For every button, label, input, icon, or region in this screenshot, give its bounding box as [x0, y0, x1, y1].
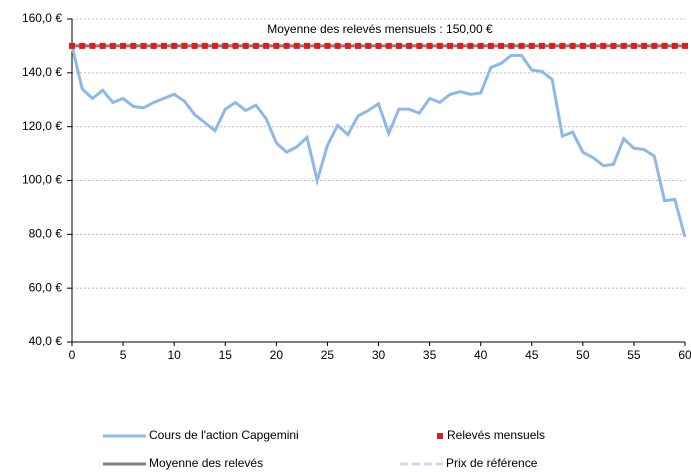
- legend-label: Moyenne des relevés: [149, 456, 263, 470]
- marker: [314, 42, 321, 49]
- x-tick-label: 40: [474, 348, 488, 362]
- marker: [344, 42, 351, 49]
- marker: [528, 42, 535, 49]
- marker: [283, 42, 290, 49]
- marker: [242, 42, 249, 49]
- marker: [426, 42, 433, 49]
- marker: [263, 42, 270, 49]
- x-tick-label: 0: [69, 348, 76, 362]
- marker: [201, 42, 208, 49]
- marker: [160, 42, 167, 49]
- marker: [549, 42, 556, 49]
- x-tick-label: 10: [167, 348, 181, 362]
- y-tick-label: 40,0 €: [29, 334, 63, 348]
- marker: [508, 42, 515, 49]
- marker: [69, 42, 75, 49]
- x-tick-label: 15: [219, 348, 233, 362]
- marker: [212, 42, 219, 49]
- marker: [559, 42, 566, 49]
- x-tick-label: 25: [321, 348, 335, 362]
- legend-marker: [437, 433, 443, 439]
- marker: [416, 42, 423, 49]
- marker: [569, 42, 576, 49]
- x-tick-label: 5: [120, 348, 127, 362]
- marker: [579, 42, 586, 49]
- marker: [477, 42, 484, 49]
- marker: [457, 42, 464, 49]
- y-tick-label: 60,0 €: [29, 280, 63, 294]
- marker: [365, 42, 372, 49]
- x-tick-label: 50: [576, 348, 590, 362]
- marker: [355, 42, 362, 49]
- marker: [130, 42, 137, 49]
- marker: [181, 42, 188, 49]
- marker: [120, 42, 127, 49]
- marker: [89, 42, 96, 49]
- marker: [661, 42, 668, 49]
- marker: [252, 42, 259, 49]
- marker: [651, 42, 658, 49]
- marker: [232, 42, 239, 49]
- x-tick-label: 35: [423, 348, 437, 362]
- marker: [671, 42, 678, 49]
- legend-label: Cours de l'action Capgemini: [149, 428, 299, 442]
- legend-label: Prix de référence: [446, 456, 538, 470]
- annotation: Moyenne des relevés mensuels : 150,00 €: [267, 22, 493, 36]
- marker: [273, 42, 280, 49]
- marker: [395, 42, 402, 49]
- marker: [436, 42, 443, 49]
- marker: [518, 42, 525, 49]
- marker: [140, 42, 147, 49]
- marker: [682, 42, 688, 49]
- marker: [334, 42, 341, 49]
- marker: [447, 42, 454, 49]
- marker: [99, 42, 106, 49]
- marker: [222, 42, 229, 49]
- marker: [641, 42, 648, 49]
- x-tick-label: 55: [627, 348, 641, 362]
- marker: [171, 42, 178, 49]
- marker: [375, 42, 382, 49]
- marker: [293, 42, 300, 49]
- x-tick-label: 30: [372, 348, 386, 362]
- y-tick-label: 160,0 €: [22, 11, 62, 25]
- marker: [109, 42, 116, 49]
- y-tick-label: 100,0 €: [22, 173, 62, 187]
- x-tick-label: 20: [270, 348, 284, 362]
- y-tick-label: 140,0 €: [22, 65, 62, 79]
- marker: [487, 42, 494, 49]
- marker: [324, 42, 331, 49]
- marker: [303, 42, 310, 49]
- marker: [630, 42, 637, 49]
- marker: [385, 42, 392, 49]
- marker: [467, 42, 474, 49]
- marker: [191, 42, 198, 49]
- marker: [538, 42, 545, 49]
- marker: [150, 42, 157, 49]
- legend-label: Relevés mensuels: [447, 428, 545, 442]
- marker: [590, 42, 597, 49]
- marker: [610, 42, 617, 49]
- marker: [79, 42, 86, 49]
- x-tick-label: 60: [678, 348, 691, 362]
- y-tick-label: 80,0 €: [29, 227, 63, 241]
- marker: [620, 42, 627, 49]
- marker: [498, 42, 505, 49]
- series-line: [70, 45, 687, 238]
- marker: [600, 42, 607, 49]
- y-tick-label: 120,0 €: [22, 119, 62, 133]
- x-tick-label: 45: [525, 348, 539, 362]
- marker: [406, 42, 413, 49]
